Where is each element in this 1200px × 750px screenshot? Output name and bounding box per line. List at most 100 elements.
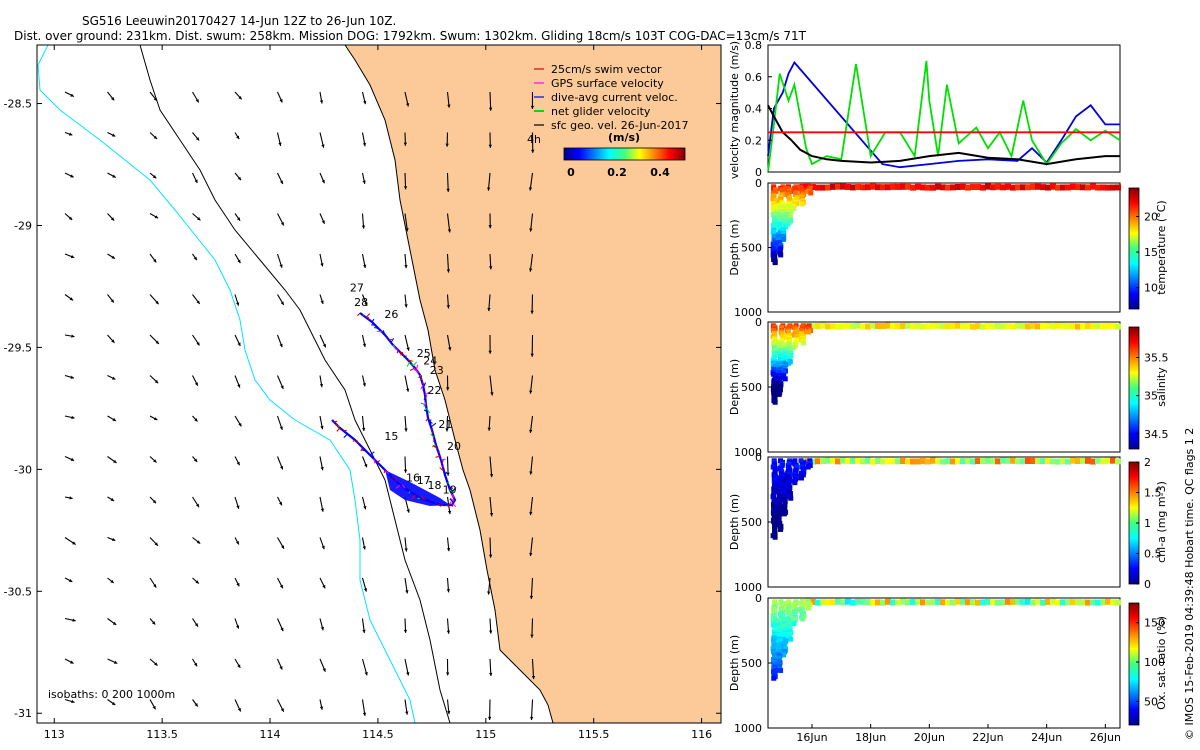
map-ytick-0: -28.5 — [4, 98, 32, 111]
legend-gps: GPS surface velocity — [551, 77, 664, 90]
legend-time: 4h — [527, 133, 541, 146]
map-ytick-5: -31 — [14, 707, 32, 720]
velocity-series — [767, 60, 1121, 173]
salinity-ctick-2: 35.5 — [1144, 352, 1169, 365]
isobath-label: isobaths: 0 200 1000m — [48, 688, 175, 701]
velocity-series-blue — [767, 60, 1120, 169]
oxygen-ctick-0: 50 — [1144, 695, 1158, 708]
isobath-0 — [344, 45, 554, 723]
track-label-11: 17 — [417, 474, 431, 487]
velocity-ytick-4: 0.8 — [745, 39, 763, 52]
section-xtick-1: 18Jun — [855, 731, 886, 744]
track-label-1: 28 — [354, 296, 368, 309]
track-label-6: 22 — [428, 384, 442, 397]
oxygen-ctick-1: 100 — [1144, 656, 1165, 669]
temperature-ytick-1: 500 — [741, 242, 762, 255]
temperature-clabel: temperature (°C) — [1155, 200, 1168, 294]
track-label-8: 20 — [447, 440, 461, 453]
map-frame — [36, 44, 722, 724]
section-xtick-3: 22Jun — [972, 731, 1003, 744]
map-axis-ticks: 113 113.5 114 114.5 115 115.5 116 -28.5 -29 -29.5… — [4, 45, 721, 741]
colorbar-tick-0: 0 — [567, 166, 575, 179]
map-plot: 113 113.5 114 114.5 115 115.5 116 -28.5 -29 -29.5… — [4, 44, 722, 741]
colorbar-tick-1: 0.2 — [607, 166, 627, 179]
track-label-9: 15 — [384, 430, 398, 443]
temperature-ylabel: Depth (m) — [728, 219, 741, 275]
speed-colorbar — [563, 147, 686, 161]
chlorophyll-frame — [767, 456, 1121, 588]
map-xtick-2: 114 — [260, 728, 281, 741]
geostrophic-velocity-arrows — [64, 91, 536, 721]
chart-subtitle: Dist. over ground: 231km. Dist. swum: 25… — [14, 29, 806, 43]
section-xtick-2: 20Jun — [914, 731, 945, 744]
colorbar-title: (m/s) — [608, 131, 640, 144]
track-label-13: 19 — [443, 484, 457, 497]
map-ytick-4: -30.5 — [4, 585, 32, 598]
map-legend: 25cm/s swim vector GPS surface velocity … — [527, 63, 688, 179]
chlorophyll-ytick-2: 1000 — [734, 581, 762, 594]
legend-dac: dive-avg current veloc. — [551, 91, 678, 104]
chlorophyll-ytick-0: 0 — [755, 451, 762, 464]
temperature-colorbar — [1128, 187, 1140, 310]
legend-swim: 25cm/s swim vector — [551, 63, 662, 76]
map-xtick-4: 115 — [475, 728, 496, 741]
velocity-ylabel: velocity magnitude (m/s) — [728, 41, 741, 179]
track-label-7: 21 — [438, 418, 452, 431]
track-label-3: 25 — [417, 347, 431, 360]
chlorophyll-ctick-0: 0 — [1144, 578, 1151, 591]
salinity-ytick-2: 1000 — [734, 446, 762, 459]
map-xtick-0: 113 — [44, 728, 65, 741]
salinity-frame — [767, 321, 1121, 453]
oxygen-ytick-2: 1000 — [734, 722, 762, 735]
chlorophyll-clabel: chl-a (mg m-3) — [1155, 481, 1168, 563]
map-xtick-6: 116 — [691, 728, 712, 741]
section-xtick-4: 24Jun — [1031, 731, 1062, 744]
map-xtick-1: 113.5 — [146, 728, 178, 741]
temperature-ytick-2: 1000 — [734, 306, 762, 319]
oxygen-ylabel: Depth (m) — [728, 635, 741, 691]
velocity-panel: 0 0.2 0.4 0.6 0.8 velocity magnitude (m/s) — [728, 39, 1121, 179]
temperature-ctick-1: 15 — [1144, 246, 1158, 259]
isobath-1000 — [139, 45, 451, 723]
salinity-colorbar — [1128, 326, 1140, 450]
salinity-ctick-0: 34.5 — [1144, 428, 1169, 441]
track-label-2: 26 — [384, 308, 398, 321]
salinity-ytick-0: 0 — [755, 316, 762, 329]
velocity-series-black — [767, 104, 1120, 166]
map-ytick-2: -29.5 — [4, 341, 32, 354]
oxygen-ytick-1: 500 — [741, 657, 762, 670]
salinity-clabel: salinity — [1155, 367, 1168, 407]
chlorophyll-ctick-4: 2 — [1144, 456, 1151, 469]
map-ytick-1: -29 — [14, 219, 32, 232]
section-xtick-0: 16Jun — [796, 731, 827, 744]
track-label-0: 27 — [350, 281, 364, 294]
temperature-ytick-0: 0 — [755, 177, 762, 190]
legend-geo: sfc geo. vel. 26-Jun-2017 — [551, 119, 688, 132]
glider-track — [331, 312, 457, 508]
oxygen-frame — [767, 597, 1121, 729]
salinity-ylabel: Depth (m) — [728, 359, 741, 415]
oxygen-colorbar — [1128, 602, 1140, 726]
salinity-ctick-1: 35 — [1144, 390, 1158, 403]
velocity-ytick-3: 0.6 — [745, 71, 763, 84]
velocity-ytick-0: 0 — [755, 166, 762, 179]
temperature-ctick-0: 10 — [1144, 282, 1158, 295]
chlorophyll-ctick-2: 1 — [1144, 517, 1151, 530]
velocity-axis-ticks: 0 0.2 0.4 0.6 0.8 — [745, 39, 772, 179]
velocity-ytick-1: 0.2 — [745, 134, 763, 147]
track-label-10: 16 — [406, 472, 420, 485]
temperature-frame — [767, 182, 1121, 313]
salinity-panel: 0 500 1000 Depth (m) 34.5 35 35.5 salinity — [728, 316, 1169, 459]
colorbar-tick-2: 0.4 — [650, 166, 670, 179]
track-label-5: 23 — [430, 364, 444, 377]
track-label-12: 18 — [428, 479, 442, 492]
chlorophyll-panel: 0 500 1000 Depth (m) 0 0.5 1 1.5 2 chl-a (mg m-3) — [728, 451, 1168, 594]
oxygen-ytick-0: 0 — [755, 592, 762, 605]
chart-title: SG516 Leeuwin20170427 14-Jun 12Z to 26-J… — [82, 14, 397, 28]
salinity-ytick-1: 500 — [741, 381, 762, 394]
